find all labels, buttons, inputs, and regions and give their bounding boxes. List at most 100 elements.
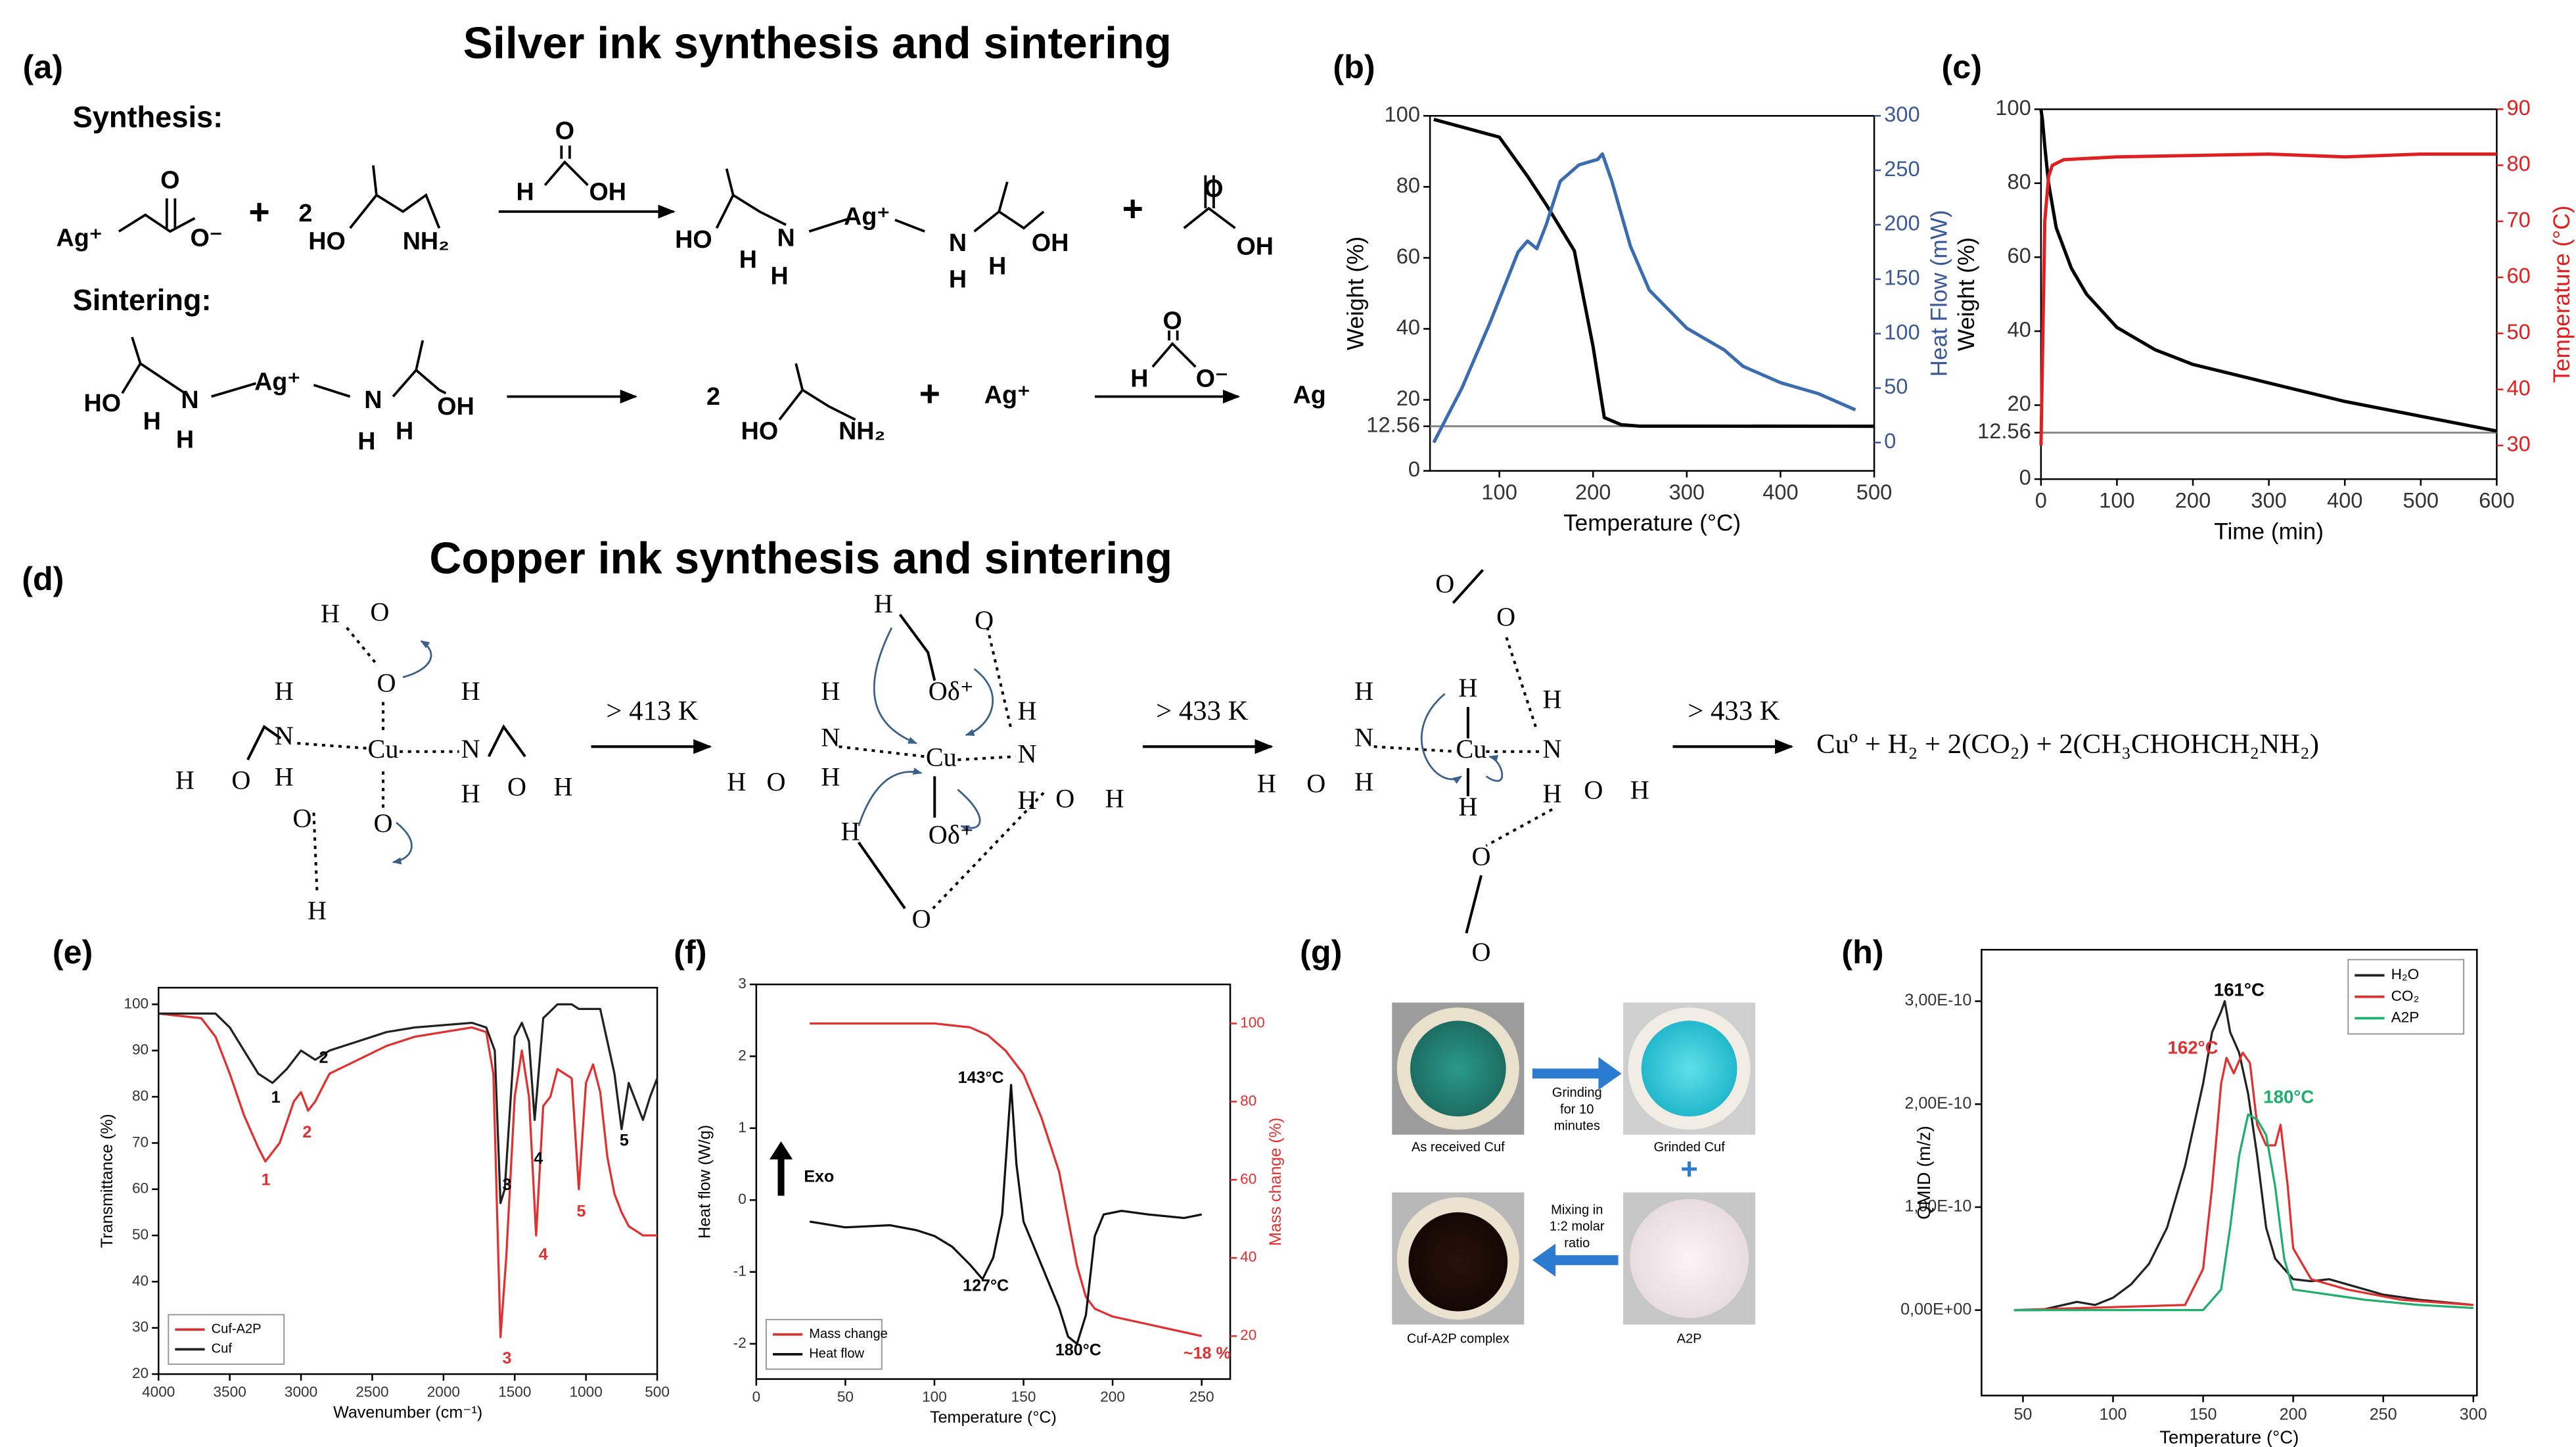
annotation: 161°C — [2214, 979, 2265, 999]
panel-label: (e) — [53, 934, 93, 971]
y-tick-label: 100 — [1385, 102, 1421, 126]
y-tick-label: 30 — [132, 1319, 149, 1335]
y-tick-label: 40 — [1396, 315, 1420, 339]
step-text: ratio — [1564, 1236, 1590, 1251]
photo-caption: A2P — [1677, 1332, 1702, 1346]
x-tick-label: 250 — [2370, 1406, 2397, 1424]
atom-label: H — [874, 589, 893, 618]
photo-caption: Cuf-A2P complex — [1407, 1332, 1509, 1346]
atom-label: O — [292, 803, 311, 833]
y-tick-label: 40 — [2007, 317, 2031, 342]
y-tick-label: 2 — [738, 1047, 747, 1063]
legend-box — [2347, 959, 2465, 1035]
photo-caption: Grinded Cuf — [1653, 1140, 1725, 1155]
legend-label: A2P — [2391, 1009, 2420, 1026]
panel-label: (h) — [1841, 934, 1883, 971]
x-tick-label: 200 — [1100, 1389, 1125, 1405]
x-tick-label: 500 — [1856, 480, 1893, 504]
atom-label: OH — [1032, 229, 1069, 256]
atom-label: H — [1354, 767, 1373, 796]
x-tick-label: 100 — [2099, 488, 2134, 512]
x-tick-label: 2000 — [427, 1384, 460, 1400]
y-axis-label: Heat flow (W/g) — [696, 1125, 714, 1239]
legend-label: Cuf — [212, 1342, 233, 1356]
atom-label: O — [555, 116, 574, 144]
chart: 0 100 200 300 400 500 600 0 12.56 20 40 60 80 100 30 40… — [1954, 95, 2575, 544]
scheme-a-bonds — [118, 145, 1241, 421]
y-tick-label: 0 — [738, 1191, 747, 1207]
series-line — [810, 1022, 1203, 1337]
atom-label: H — [949, 265, 967, 293]
annotation: 3 — [502, 1349, 511, 1367]
x-tick-label: 150 — [1011, 1389, 1036, 1405]
y-tick-label: 1 — [738, 1119, 747, 1136]
y-axis-label: QMID (m/z) — [1914, 1126, 1934, 1220]
series-line — [2013, 999, 2473, 1312]
annotation: 4 — [534, 1149, 543, 1168]
atom-label: N — [181, 386, 198, 413]
x-tick-label: 0 — [2035, 488, 2047, 512]
panel-g-photos — [1392, 1002, 1756, 1325]
y2-tick-label: 30 — [2506, 432, 2530, 456]
x-tick-label: 300 — [2460, 1406, 2487, 1424]
arrow — [1532, 1243, 1619, 1277]
atom-label: HO — [308, 227, 346, 255]
x-tick-label: 300 — [1669, 480, 1705, 504]
x-tick-label: 150 — [2190, 1406, 2217, 1424]
atom-label: H — [1017, 696, 1036, 725]
y-tick-label: 80 — [2007, 169, 2031, 193]
y2-tick-label: 100 — [1240, 1014, 1265, 1030]
annotation: 180°C — [1055, 1341, 1101, 1360]
panel-label: (b) — [1333, 49, 1375, 85]
y-tick-label: 3 — [738, 975, 747, 992]
legend-box — [765, 1319, 883, 1370]
y-tick-label: 90 — [132, 1042, 149, 1058]
atom-label: O — [231, 766, 250, 795]
annotation: 162°C — [2167, 1037, 2218, 1057]
x-tick-label: 3000 — [285, 1384, 317, 1400]
y2-tick-label: 40 — [1240, 1249, 1256, 1265]
atom-label: H — [988, 252, 1006, 279]
y-tick-label: -2 — [733, 1335, 747, 1351]
chart: 0 50 100 150 200 250 -2 -1 0 1 2 3 20 40 60 80 100 Temper… — [696, 975, 1285, 1427]
x-tick-label: 3500 — [213, 1384, 246, 1400]
atom-label: Cu — [926, 743, 957, 772]
atom-label: H — [1257, 769, 1276, 798]
photo-caption: As received Cuf — [1412, 1140, 1505, 1155]
annotation: 4 — [539, 1245, 548, 1264]
x-tick-label: 100 — [922, 1389, 947, 1405]
y-tick-label: 70 — [132, 1134, 149, 1150]
electron-arrows — [392, 627, 1504, 865]
atom-label: H — [321, 599, 340, 628]
atom-label: H — [1458, 673, 1477, 702]
y-tick-label: 60 — [2007, 243, 2031, 267]
y-axis-label: Transmittance (%) — [98, 1114, 116, 1248]
legend-label: H₂O — [2391, 966, 2420, 982]
y2-tick-label: 50 — [2506, 319, 2530, 344]
y-tick-label: 80 — [1396, 173, 1420, 197]
atom-label: H — [1630, 775, 1649, 805]
y2-tick-label: 50 — [1884, 374, 1908, 398]
annotation: 143°C — [958, 1068, 1004, 1087]
plot-frame — [755, 983, 1231, 1380]
y-tick-label: 0,00E+00 — [1900, 1300, 1971, 1318]
atom-label: H — [275, 762, 294, 792]
atom-label: Ag⁺ — [57, 224, 103, 252]
x-tick-label: 200 — [1575, 480, 1611, 504]
atom-label: Ag⁺ — [254, 367, 300, 395]
y-tick-label: 100 — [124, 995, 149, 1011]
series-line — [2039, 152, 2497, 446]
atom-label: HO — [741, 417, 779, 445]
panel-label: (g) — [1300, 934, 1342, 971]
atom-label: H — [275, 676, 294, 706]
x-tick-label: 50 — [2013, 1406, 2032, 1424]
y2-axis-label: Temperature (°C) — [2549, 206, 2575, 383]
atom-label: Cu — [368, 734, 399, 764]
atom-label: H — [553, 772, 572, 802]
atom-label: N — [461, 734, 480, 764]
chart: 50 100 150 200 250 300 0,00E+00 1,00E-10 2,00E-1… — [1900, 949, 2487, 1447]
x-tick-label: 50 — [837, 1389, 854, 1405]
x-tick-label: 1000 — [570, 1384, 603, 1400]
annotation: 127°C — [963, 1277, 1009, 1295]
